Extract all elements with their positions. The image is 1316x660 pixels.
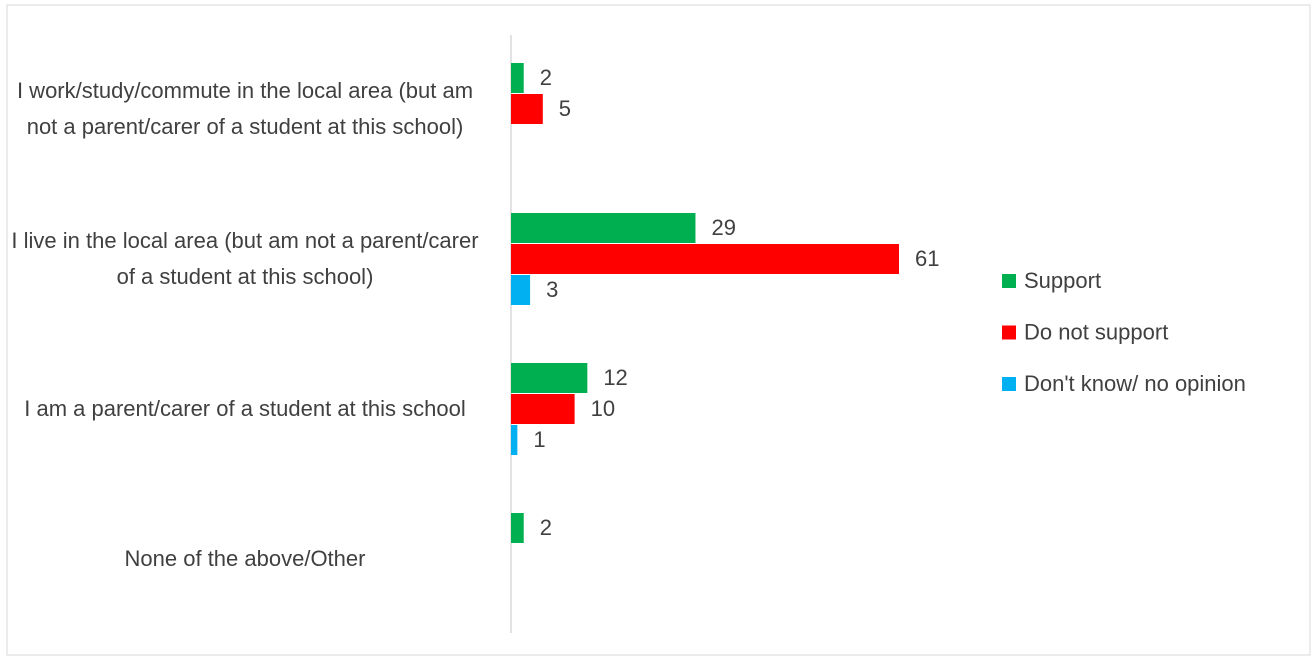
bar: [511, 363, 588, 393]
legend-label: Do not support: [1024, 319, 1168, 344]
bar: [511, 213, 696, 243]
bar: [511, 244, 899, 274]
legend-label: Support: [1024, 268, 1101, 293]
value-label: 1: [533, 427, 545, 452]
bar: [511, 513, 524, 543]
category-label: I am a parent/carer of a student at this…: [24, 396, 466, 421]
value-label: 5: [559, 96, 571, 121]
chart-border: [6, 4, 1311, 656]
value-label: 12: [603, 365, 627, 390]
value-label: 3: [546, 277, 558, 302]
legend-label: Don't know/ no opinion: [1024, 371, 1246, 396]
legend-swatch: [1002, 325, 1016, 340]
value-label: 2: [540, 65, 552, 90]
value-label: 61: [915, 246, 939, 271]
value-label: 29: [711, 215, 735, 240]
bar: [511, 63, 524, 93]
bar: [511, 425, 518, 455]
category-label: I live in the local area (but am not a p…: [11, 228, 479, 289]
value-label: 2: [540, 515, 552, 540]
legend-swatch: [1002, 377, 1016, 391]
category-label: None of the above/Other: [124, 546, 366, 571]
bar: [511, 275, 531, 305]
category-label: I work/study/commute in the local area (…: [16, 78, 474, 139]
bar: [511, 394, 575, 424]
value-label: 10: [591, 396, 615, 421]
bar: [511, 94, 543, 124]
legend-swatch: [1002, 274, 1016, 288]
